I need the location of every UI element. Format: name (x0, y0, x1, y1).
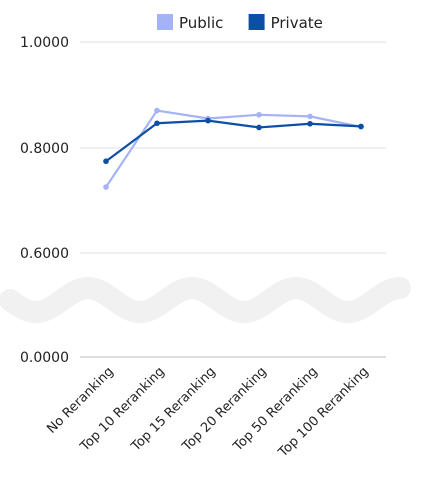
legend-label: Private (271, 14, 323, 32)
data-point (205, 117, 211, 124)
legend-swatch (157, 14, 173, 30)
data-point (154, 107, 160, 114)
legend-label: Public (179, 14, 223, 32)
data-point (256, 124, 262, 131)
y-tick-label: 0.6000 (20, 246, 69, 262)
data-point (103, 184, 109, 190)
series-line (105, 119, 362, 163)
y-tick-label: 0.8000 (20, 141, 69, 157)
x-tick-label: Top 50 Reranking (230, 364, 321, 455)
x-tick-label: Top 15 Reranking (128, 364, 219, 455)
x-tick-label: Top 20 Reranking (179, 364, 270, 455)
x-tick-label: Top 100 Reranking (275, 364, 372, 461)
series-group (103, 107, 364, 190)
y-axis-ticks: 1.0000 0.8000 0.6000 0.0000 (20, 35, 69, 366)
data-point (103, 158, 109, 165)
y-tick-label: 0.0000 (20, 350, 69, 366)
data-point (358, 123, 364, 130)
series-line (105, 109, 362, 188)
y-tick-label: 1.0000 (20, 35, 69, 51)
axis-break-wave (0, 276, 411, 324)
data-point (154, 120, 160, 127)
data-point (256, 111, 262, 118)
legend-swatch (248, 14, 265, 30)
data-point (307, 120, 313, 127)
x-tick-label: Top 10 Reranking (77, 364, 168, 455)
data-point (307, 113, 313, 120)
legend: Public Private (157, 14, 323, 32)
